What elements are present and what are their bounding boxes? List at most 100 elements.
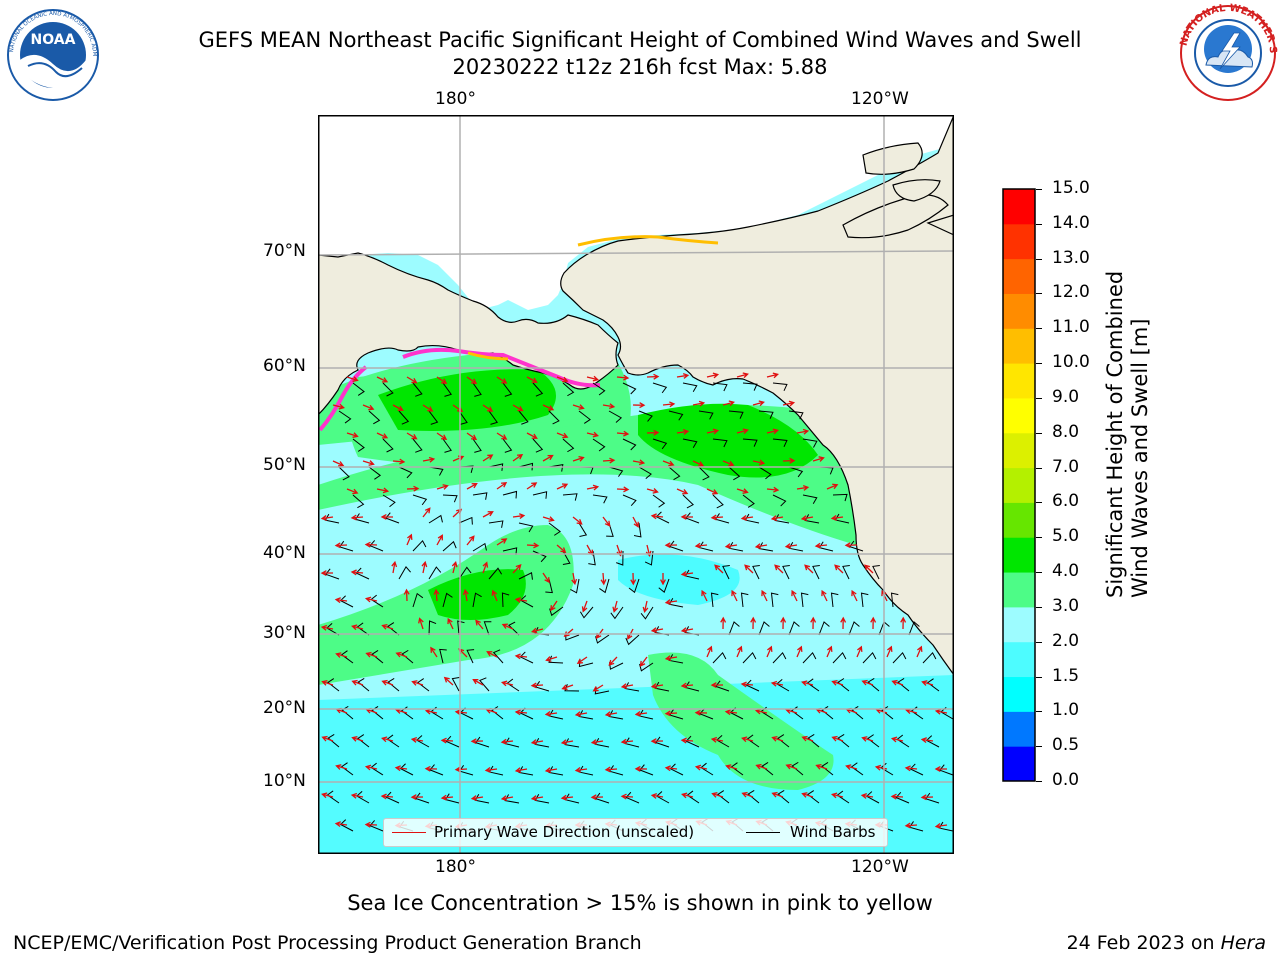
wave-arrow <box>796 485 810 491</box>
wind-barb <box>369 540 384 552</box>
wave-arrow <box>722 460 735 467</box>
wind-barb <box>532 550 547 563</box>
wave-arrow <box>590 739 604 745</box>
wave-arrow <box>526 482 538 490</box>
wave-arrow <box>542 454 554 462</box>
wind-barb <box>532 438 544 453</box>
wind-barb <box>832 493 848 502</box>
wave-arrow <box>410 736 424 743</box>
wave-arrow <box>770 515 784 522</box>
wave-arrow <box>496 376 508 384</box>
wave-arrow <box>630 572 637 586</box>
wave-arrow <box>574 711 588 718</box>
colorbar-tick-label: 0.5 <box>1052 735 1080 756</box>
wave-arrow <box>796 645 803 658</box>
wind-barb <box>728 621 740 636</box>
wind-barb <box>458 410 468 425</box>
wind-barb <box>892 651 907 664</box>
wind-barb <box>926 678 940 692</box>
wave-arrow <box>376 432 389 439</box>
wave-arrow <box>545 656 558 662</box>
lat-tick-30n: 30°N <box>263 623 306 643</box>
wind-barb <box>401 649 414 664</box>
wind-barb <box>457 620 465 636</box>
wind-barb <box>772 494 787 507</box>
wave-arrow <box>664 710 678 717</box>
wave-arrow <box>381 624 394 630</box>
wind-barb <box>451 677 460 692</box>
wave-arrow <box>664 542 678 549</box>
colorbar-band <box>1003 293 1035 329</box>
wind-barb <box>355 567 370 580</box>
wave-arrow <box>706 372 720 379</box>
wind-barb <box>761 762 774 776</box>
lat-tick-20n: 20°N <box>263 698 306 718</box>
wind-barb <box>802 438 818 448</box>
wind-barb <box>638 410 653 422</box>
wave-arrow <box>830 514 844 521</box>
wind-barb <box>599 578 610 594</box>
colorbar-tick-label: 15.0 <box>1052 178 1090 198</box>
colorbar-tick-mark <box>1036 363 1042 365</box>
wave-arrow <box>720 616 727 630</box>
wind-barb <box>890 592 899 608</box>
wave-arrow <box>365 651 378 658</box>
wind-barb <box>442 382 452 397</box>
wind-barb <box>821 706 834 720</box>
wind-barb <box>712 494 724 509</box>
wave-arrow <box>694 542 708 549</box>
colorbar-tick-mark <box>1036 189 1042 190</box>
wind-barb <box>532 382 544 397</box>
wind-barb <box>371 706 384 720</box>
wave-arrow <box>470 738 484 745</box>
wave-arrow <box>770 680 784 687</box>
wave-arrow <box>710 736 724 743</box>
wind-barb <box>545 578 553 594</box>
legend-wind-label: Wind Barbs <box>790 823 876 841</box>
wave-arrow <box>418 617 424 630</box>
wave-arrow <box>771 736 784 742</box>
wave-arrow <box>766 645 773 658</box>
wave-arrow <box>364 821 378 828</box>
colorbar-band <box>1003 641 1035 678</box>
wind-barb <box>633 522 642 538</box>
wave-arrow <box>814 542 828 549</box>
colorbar-tick-mark <box>1036 572 1042 574</box>
wave-arrow <box>482 454 494 462</box>
wave-arrow <box>550 600 558 612</box>
wind-barb <box>387 677 400 692</box>
wind-barb <box>682 438 698 449</box>
wave-arrow <box>556 483 569 490</box>
colorbar-band <box>1003 223 1035 260</box>
wind-barb <box>570 578 580 594</box>
wave-arrow <box>844 542 858 549</box>
wave-arrow <box>447 617 454 630</box>
wind-barb <box>867 677 880 692</box>
wave-arrow <box>556 432 569 439</box>
wind-barb <box>518 522 534 533</box>
lon-tick-bottom-120w: 120°W <box>851 857 909 877</box>
wind-barb <box>439 648 447 664</box>
wave-arrow <box>500 738 514 745</box>
wind-barb <box>658 578 670 593</box>
wave-arrow <box>921 680 934 686</box>
wave-arrow <box>664 655 678 662</box>
wave-arrow <box>680 682 694 689</box>
wave-arrow <box>904 765 918 772</box>
wave-arrow <box>514 709 528 716</box>
wave-arrow <box>484 766 498 773</box>
wind-barb <box>429 764 444 776</box>
wave-arrow <box>620 793 634 800</box>
wind-barb <box>357 677 370 692</box>
wave-arrow <box>646 373 660 380</box>
wave-arrow <box>692 460 705 467</box>
wave-arrow <box>646 488 659 494</box>
colorbar-tick-label: 9.0 <box>1052 386 1080 407</box>
wind-barb <box>777 789 790 804</box>
nws-logo: NATIONAL WEATHER SERVICE <box>1178 3 1278 101</box>
wind-barb <box>625 634 640 646</box>
wave-arrow <box>706 488 719 495</box>
wave-arrow <box>740 681 754 688</box>
wind-barb <box>922 651 937 664</box>
wave-arrow <box>752 459 766 466</box>
